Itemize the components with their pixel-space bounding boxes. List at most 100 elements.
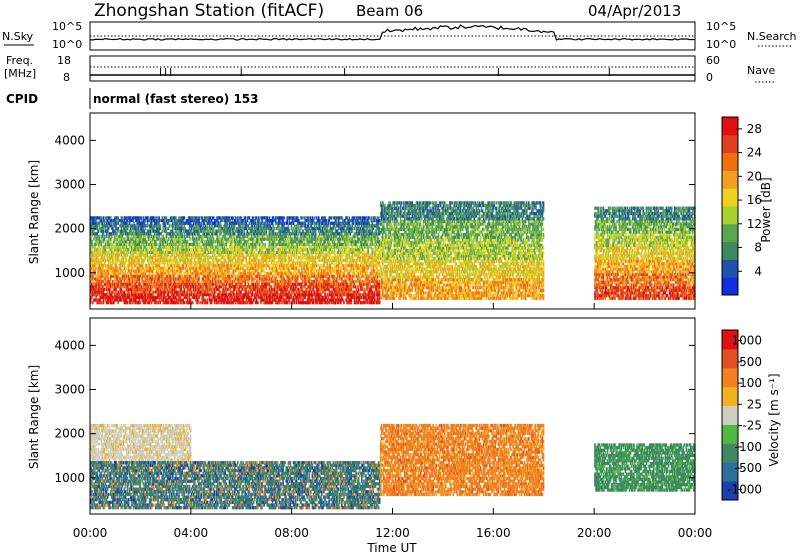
heatmap-cell [135, 232, 137, 236]
heatmap-cell [195, 248, 197, 252]
heatmap-cell [126, 221, 129, 225]
heatmap-cell [108, 240, 111, 244]
heatmap-cell [148, 274, 151, 278]
heatmap-cell [204, 277, 207, 281]
heatmap-cell [166, 242, 169, 247]
heatmap-cell [95, 240, 97, 244]
heatmap-cell [134, 285, 136, 289]
heatmap-cell [136, 216, 138, 220]
heatmap-cell [155, 263, 157, 268]
heatmap-cell [149, 256, 152, 260]
heatmap-cell [94, 293, 96, 297]
heatmap-cell [100, 237, 103, 241]
heatmap-cell [130, 253, 133, 257]
heatmap-cell [109, 245, 112, 249]
heatmap-cell [107, 237, 110, 241]
heatmap-cell [164, 240, 167, 244]
heatmap-cell [161, 250, 164, 254]
heatmap-cell [98, 242, 101, 247]
heatmap-cell [136, 274, 138, 278]
heatmap-cell [208, 263, 211, 268]
freq-spikes [160, 68, 610, 76]
heatmap-cell [189, 271, 192, 276]
heatmap-cell [166, 287, 169, 292]
heatmap-cell [139, 256, 142, 260]
heatmap-cell [94, 271, 96, 276]
heatmap-cell [179, 301, 181, 305]
heatmap-cell [198, 279, 200, 284]
heatmap-cell [134, 232, 136, 236]
heatmap-cell [111, 218, 113, 223]
heatmap-cell [156, 274, 158, 278]
heatmap-cell [151, 226, 154, 231]
heatmap-cell [99, 277, 102, 281]
heatmap-cell [109, 269, 112, 273]
heatmap-cell [134, 301, 136, 305]
heatmap-cell [174, 290, 176, 294]
heatmap-cell [121, 234, 124, 239]
heatmap-cell [155, 298, 157, 302]
heatmap-cell [184, 248, 187, 252]
heatmap-cell [213, 279, 216, 284]
heatmap-cell [183, 274, 186, 278]
heatmap-cell [150, 293, 153, 297]
heatmap-cell [189, 261, 192, 265]
heatmap-cell [130, 232, 133, 236]
heatmap-cell [189, 274, 192, 278]
heatmap-cell [140, 269, 143, 273]
heatmap-cell [149, 266, 152, 270]
heatmap-cell [111, 298, 113, 302]
heatmap-cell [111, 234, 113, 239]
heatmap-cell [141, 240, 144, 244]
heatmap-cell [153, 216, 155, 220]
heatmap-cell [140, 226, 143, 231]
heatmap-cell [217, 250, 219, 254]
heatmap-cell [108, 242, 111, 247]
heatmap-cell [168, 295, 171, 300]
heatmap-cell [150, 287, 153, 292]
heatmap-cell [181, 279, 184, 284]
heatmap-cell [205, 242, 208, 247]
heatmap-cell [139, 293, 142, 297]
heatmap-cell [117, 269, 119, 273]
heatmap-cell [203, 269, 206, 273]
heatmap-cell [185, 253, 188, 257]
heatmap-cell [172, 282, 175, 286]
nsearch-label: N.Search [747, 30, 797, 43]
heatmap-cell [97, 253, 100, 257]
heatmap-cell [183, 256, 186, 260]
heatmap-cell [124, 221, 127, 225]
heatmap-cell [197, 242, 199, 247]
heatmap-cell [115, 287, 117, 292]
heatmap-cell [127, 269, 130, 273]
heatmap-cell [176, 263, 178, 268]
heatmap-cell [128, 293, 131, 297]
heatmap-cell [197, 301, 199, 305]
heatmap-cell [210, 226, 213, 231]
heatmap-cell [185, 250, 188, 254]
heatmap-cell [112, 301, 114, 305]
heatmap-cell [132, 242, 134, 247]
heatmap-cell [160, 298, 163, 302]
heatmap-cell [95, 279, 97, 284]
heatmap-cell [155, 258, 157, 262]
heatmap-cell [97, 258, 100, 262]
heatmap-cell [121, 250, 124, 254]
heatmap-cell [120, 258, 123, 262]
heatmap-cell [124, 282, 127, 286]
heatmap-cell [135, 285, 137, 289]
heatmap-cell [169, 263, 172, 268]
heatmap-cell [133, 229, 135, 233]
heatmap-cell [165, 232, 168, 236]
heatmap-cell [149, 293, 152, 297]
heatmap-cell [175, 226, 177, 231]
heatmap-cell [147, 285, 150, 289]
heatmap-cell [153, 256, 155, 260]
heatmap-cell [191, 216, 194, 220]
heatmap-cell [178, 266, 180, 270]
heatmap-cell [95, 232, 97, 236]
heatmap-cell [158, 295, 160, 300]
heatmap-cell [113, 274, 115, 278]
heatmap-cell [129, 218, 132, 223]
heatmap-cell [213, 271, 216, 276]
